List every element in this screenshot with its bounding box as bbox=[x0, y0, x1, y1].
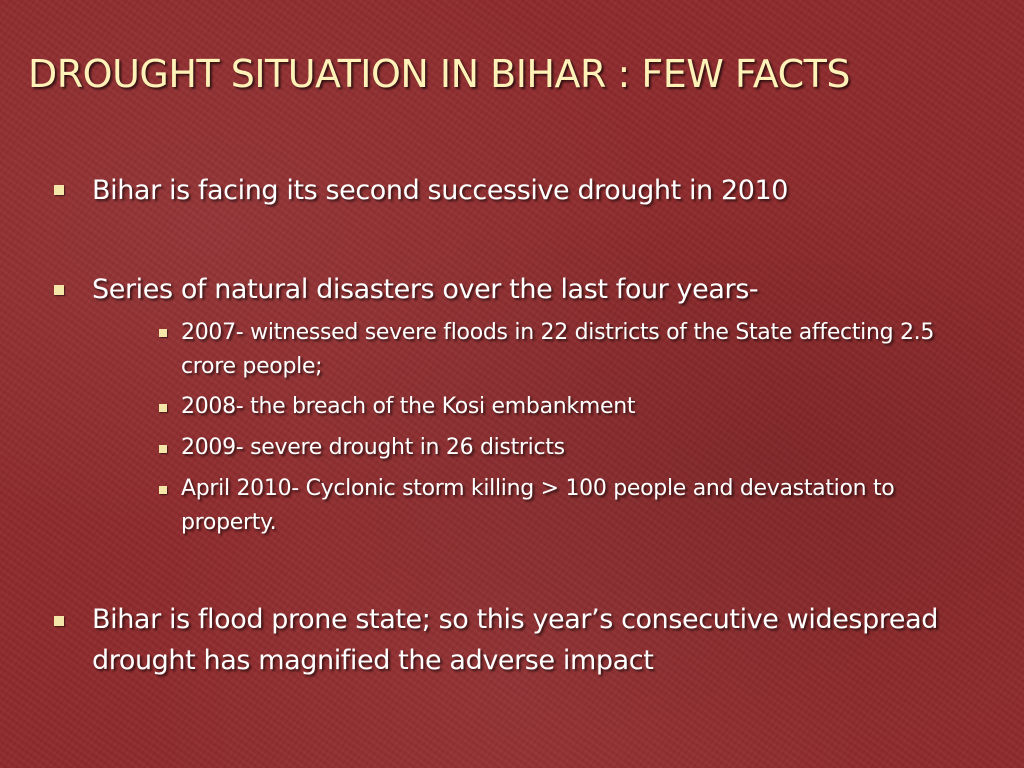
square-bullet-icon bbox=[54, 616, 64, 626]
square-bullet-icon bbox=[159, 445, 167, 453]
square-bullet-icon bbox=[54, 185, 64, 195]
square-bullet-icon bbox=[159, 329, 167, 337]
subbullet-2007-floods: 2007- witnessed severe floods in 22 dist… bbox=[181, 320, 935, 379]
subbullet-2008-kosi: 2008- the breach of the Kosi embankment bbox=[181, 394, 636, 419]
bullet-flood-prone: Bihar is flood prone state; so this year… bbox=[92, 604, 939, 676]
bullet-second-drought: Bihar is facing its second successive dr… bbox=[92, 175, 789, 206]
square-bullet-icon bbox=[159, 404, 167, 412]
slide-title: DROUGHT SITUATION IN BIHAR : FEW FACTS bbox=[28, 52, 850, 96]
subbullet-2009-drought: 2009- severe drought in 26 districts bbox=[181, 435, 565, 460]
bullet-natural-disasters: Series of natural disasters over the las… bbox=[92, 274, 759, 305]
subbullet-2010-cyclone: April 2010- Cyclonic storm killing > 100… bbox=[181, 476, 895, 535]
square-bullet-icon bbox=[54, 285, 64, 295]
square-bullet-icon bbox=[159, 486, 167, 494]
